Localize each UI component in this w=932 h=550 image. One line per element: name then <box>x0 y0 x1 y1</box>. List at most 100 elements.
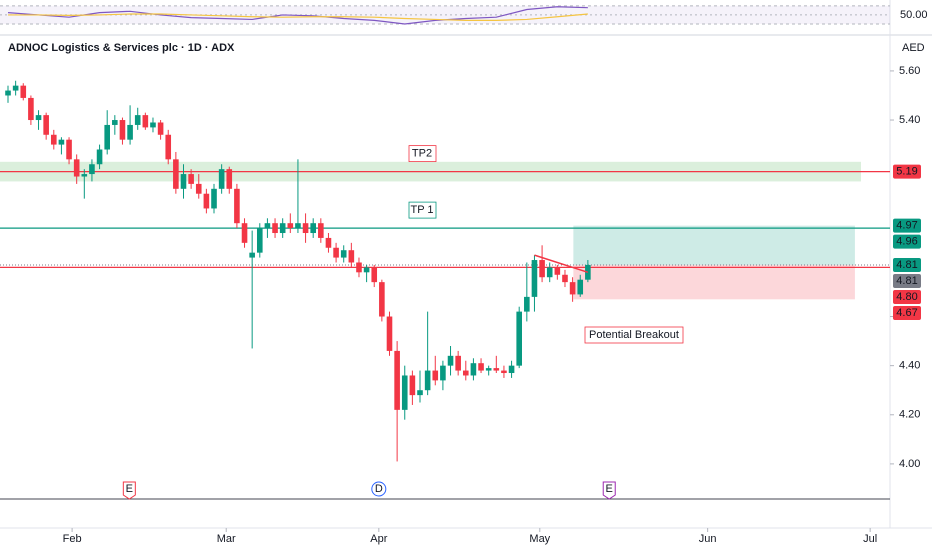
candle-body <box>256 228 263 253</box>
candle-body <box>279 223 286 234</box>
candle-body <box>348 250 355 263</box>
price-tag-label: 4.81 <box>896 259 917 271</box>
candle-body <box>12 85 19 91</box>
candle-body <box>386 316 393 351</box>
candle-body <box>5 90 11 96</box>
candle-body <box>226 169 233 189</box>
candle-body <box>462 370 469 376</box>
candle-body <box>340 250 347 258</box>
candle-body <box>165 134 172 160</box>
candle-body <box>203 193 210 209</box>
x-tick-label: Feb <box>63 533 82 545</box>
level-label-box <box>408 145 437 163</box>
candle-body <box>81 174 88 177</box>
candle-body <box>150 122 156 128</box>
candle-body <box>249 252 255 258</box>
candle-body <box>379 282 385 317</box>
candle-body <box>180 174 187 189</box>
candle-body <box>310 223 316 234</box>
candle-body <box>318 223 324 238</box>
event-label: E <box>606 483 613 495</box>
candle-body <box>142 115 149 128</box>
candle-body <box>157 122 164 135</box>
price-tag-label: 5.19 <box>896 166 917 178</box>
candle-body <box>89 164 95 175</box>
candle-body <box>501 370 507 374</box>
candle-body <box>302 223 309 234</box>
price-tag-label: 4.81 <box>896 275 917 287</box>
candle-body <box>287 223 294 229</box>
candle-body <box>264 223 271 229</box>
candle-body <box>173 159 179 189</box>
level-label: TP 1 <box>410 204 433 216</box>
candle-body <box>493 368 500 371</box>
candle-body <box>363 267 370 273</box>
candle-body <box>478 363 484 371</box>
price-tag <box>893 218 921 233</box>
x-tick-label: Mar <box>217 533 236 545</box>
rsi-line <box>7 6 588 25</box>
annotation: Potential Breakout <box>589 329 679 341</box>
candle-body <box>325 237 332 248</box>
candle-body <box>195 183 202 194</box>
price-tag-label: 4.80 <box>896 291 917 303</box>
rsi-tick-label: 50.00 <box>900 9 928 21</box>
candle-body <box>188 174 194 184</box>
price-tag <box>893 234 921 249</box>
position-stop <box>573 264 855 300</box>
event-label: E <box>126 483 133 495</box>
candle-body <box>20 85 27 98</box>
event-marker <box>122 481 136 500</box>
event-marker <box>371 481 387 497</box>
level-label-box <box>408 201 437 219</box>
price-tag-label: 4.97 <box>896 220 917 232</box>
candle-body <box>134 115 141 125</box>
candle-body <box>508 365 515 374</box>
candle-body <box>531 260 538 297</box>
candle-body <box>554 267 561 275</box>
candle-body <box>539 260 545 278</box>
price-tag <box>893 289 921 304</box>
y-tick-label: 4.20 <box>899 409 920 421</box>
candle-body <box>409 375 416 396</box>
candle-body <box>569 282 576 295</box>
candle-body <box>50 134 57 145</box>
candle-body <box>241 223 248 243</box>
candle-body <box>73 159 80 177</box>
candle-body <box>577 279 584 295</box>
y-tick-label: 4.40 <box>899 360 920 372</box>
candle-body <box>516 311 522 366</box>
candle-body <box>96 149 103 165</box>
candle-body <box>35 115 42 121</box>
candle-body <box>333 247 339 258</box>
candle-body <box>447 355 454 366</box>
price-tag-label: 4.96 <box>896 236 917 248</box>
candle-body <box>272 223 278 234</box>
candle-body <box>218 169 225 189</box>
candle-body <box>127 124 133 140</box>
candle-body <box>562 274 568 283</box>
rsi-ma-line <box>8 13 588 21</box>
candle-body <box>58 139 65 145</box>
candle-body <box>28 97 34 121</box>
level-label: TP2 <box>412 148 432 160</box>
candle-body <box>356 262 362 273</box>
price-tag <box>893 257 921 272</box>
candle-body <box>440 365 446 381</box>
candle-body <box>104 124 110 150</box>
position-target <box>573 225 855 265</box>
event-marker <box>602 481 616 500</box>
candle-body <box>485 368 492 371</box>
price-tag <box>893 273 921 288</box>
x-tick-label: May <box>529 533 550 545</box>
currency: AED <box>902 42 925 54</box>
x-tick-label: Jun <box>699 533 717 545</box>
candle-body <box>424 370 431 391</box>
candle-body <box>66 139 72 160</box>
candle-body <box>119 120 126 140</box>
candle-body <box>401 375 408 410</box>
candle-body <box>455 355 461 371</box>
trendline <box>534 254 589 274</box>
